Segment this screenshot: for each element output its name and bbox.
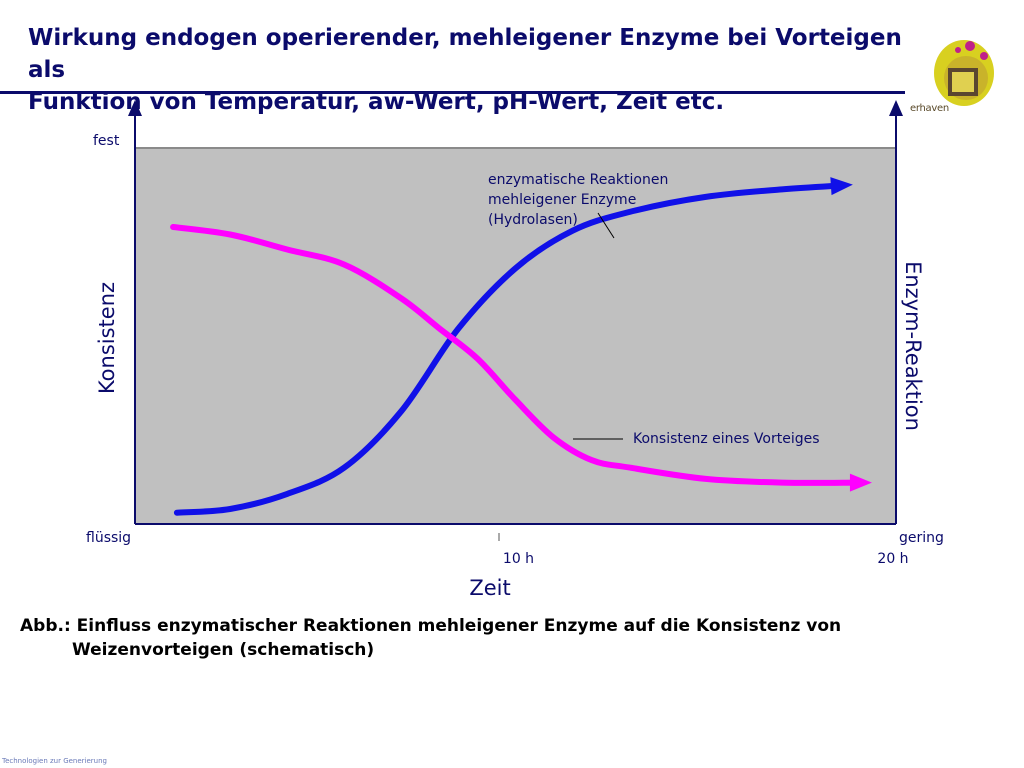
series-layer (170, 177, 872, 516)
series-line-0 (173, 182, 842, 516)
caption-line-2: Weizenvorteigen (schematisch) (72, 640, 375, 660)
footer-text: Technologien zur Generierung (2, 757, 107, 765)
x-tick-label-1: 20 h (877, 551, 908, 567)
institute-logo (934, 40, 994, 106)
x-tick-label-0: 10 h (503, 551, 534, 567)
caption-line-1: Abb.: Einfluss enzymatischer Reaktionen … (20, 616, 842, 636)
figure-caption: Abb.: Einfluss enzymatischer Reaktionen … (20, 614, 920, 662)
title-divider (0, 91, 905, 94)
series-arrow-icon-1 (849, 473, 872, 492)
series-line-1 (170, 224, 861, 486)
annotation-hydrolasen-line1: enzymatische Reaktionen (488, 172, 668, 188)
x-tick-labels: 10 h 20 h (503, 551, 909, 567)
plot-area (135, 148, 896, 524)
y-left-axis-label: Konsistenz (95, 282, 119, 394)
annotation-hydrolasen-line3: (Hydrolasen) (488, 212, 578, 228)
x-axis-label: Zeit (469, 576, 510, 600)
title-line-1: Wirkung endogen operierender, mehleigene… (28, 25, 902, 83)
logo-text: erhaven (910, 103, 949, 114)
y-right-tick-bottom: gering (899, 530, 944, 546)
series-arrow-icon-0 (830, 177, 853, 196)
right-axis-arrow-icon (889, 100, 903, 116)
annotation-hydrolasen-line2: mehleigener Enzyme (488, 192, 636, 208)
annotation-konsistenz: Konsistenz eines Vorteiges (633, 431, 820, 447)
y-left-tick-bottom: flüssig (86, 530, 131, 546)
y-left-tick-top: fest (93, 133, 120, 149)
left-axis-arrow-icon (128, 100, 142, 116)
y-right-axis-label: Enzym-Reaktion (901, 261, 925, 431)
annotation-leader-hydrolasen (597, 212, 615, 239)
